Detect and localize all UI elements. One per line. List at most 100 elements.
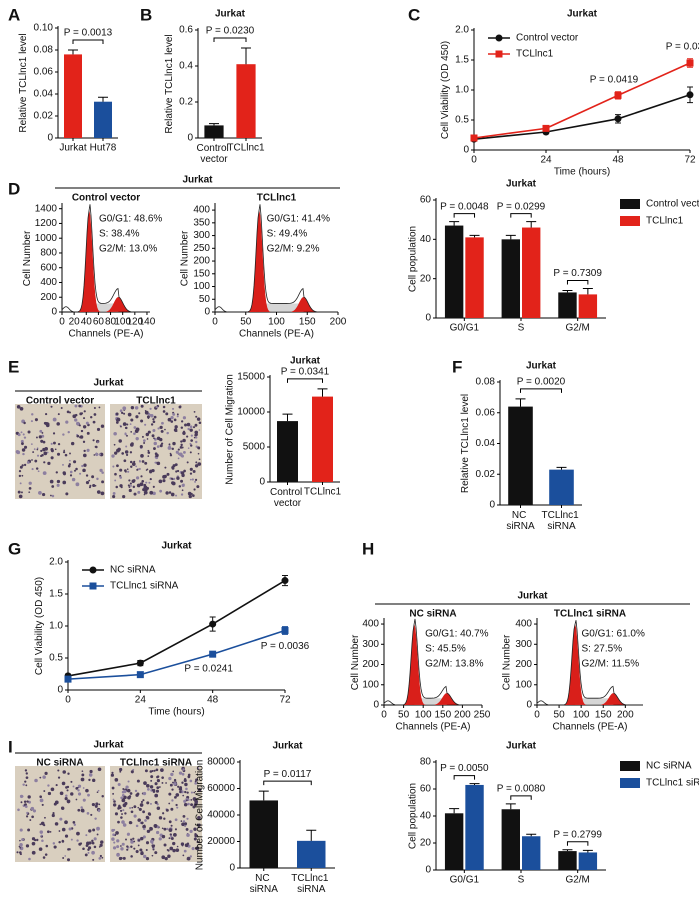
cell — [152, 418, 155, 421]
cell — [147, 430, 151, 434]
cell — [28, 487, 32, 490]
histogram-peak — [77, 210, 102, 312]
cell — [151, 854, 154, 857]
cell — [85, 421, 89, 425]
y-axis-label: Cell Number — [180, 230, 191, 286]
cell — [133, 426, 137, 429]
cell — [61, 806, 64, 810]
significance-bracket — [453, 213, 476, 218]
cell — [126, 434, 128, 437]
cell — [180, 440, 183, 443]
chart-title: Jurkat — [161, 541, 192, 552]
cell — [169, 454, 173, 457]
y-axis-label: Cell Viability (OD 450) — [34, 577, 45, 675]
cell — [61, 840, 65, 843]
cell — [23, 436, 27, 439]
cell — [146, 415, 150, 419]
cell — [152, 491, 156, 496]
sample-label: TCLlnc1 — [257, 193, 297, 204]
bar — [204, 125, 224, 138]
cell — [121, 813, 123, 815]
cell — [194, 480, 197, 483]
cell — [82, 440, 86, 444]
cell — [21, 442, 24, 446]
cell — [28, 800, 31, 804]
cell — [42, 856, 46, 859]
cell — [114, 778, 119, 782]
y-tick-label: 100 — [515, 679, 532, 690]
cell — [168, 776, 172, 781]
cell — [189, 472, 193, 475]
y-axis-label: Cell Number — [22, 230, 33, 286]
cell — [170, 420, 174, 423]
panel-label: F — [452, 357, 462, 376]
cell — [120, 411, 124, 415]
legend-marker — [89, 566, 97, 574]
cell — [172, 412, 176, 416]
cell — [183, 450, 186, 454]
cell — [86, 448, 90, 452]
cell — [81, 773, 85, 777]
cell — [112, 792, 115, 795]
cell — [24, 805, 28, 808]
cell — [72, 414, 77, 419]
cell — [112, 803, 117, 807]
cell — [46, 451, 49, 454]
cell — [174, 425, 178, 429]
error-bar — [241, 47, 251, 65]
cell-cycle-stat: G0/G1: 61.0% — [582, 629, 645, 640]
bar — [277, 421, 298, 482]
cell — [187, 491, 192, 496]
cell — [191, 478, 194, 481]
cell — [69, 470, 73, 474]
cell — [67, 800, 70, 804]
error-bar — [68, 49, 78, 55]
cell — [62, 451, 66, 454]
cell — [117, 820, 120, 824]
cell — [153, 441, 157, 446]
x-axis-label: Time (hours) — [554, 167, 610, 178]
series-line — [473, 94, 691, 140]
cell — [172, 407, 175, 410]
cell — [82, 798, 86, 802]
panel-label: I — [8, 737, 13, 756]
cell — [27, 430, 31, 434]
y-tick-label: 400 — [515, 619, 532, 630]
cell — [16, 450, 21, 455]
cell — [161, 776, 164, 779]
y-axis-label: Relative TCLlnc1 level — [460, 394, 471, 493]
cell — [181, 489, 184, 492]
cell — [185, 827, 189, 831]
cell — [52, 842, 56, 845]
cell — [42, 471, 47, 476]
cell — [167, 849, 170, 852]
cell — [186, 833, 190, 837]
cell — [18, 470, 22, 473]
x-tick-label: NC siRNA — [506, 510, 535, 532]
cell — [158, 837, 162, 841]
error-bar — [469, 783, 480, 785]
cell — [43, 461, 46, 464]
y-axis-label: Cell Number — [350, 634, 361, 690]
cell — [178, 771, 183, 775]
cell — [174, 818, 178, 822]
cell — [149, 470, 152, 474]
x-tick-label: 24 — [540, 155, 552, 166]
cell — [31, 459, 33, 461]
cell — [183, 779, 187, 783]
image-label: Control vector — [26, 396, 94, 407]
cell — [143, 824, 146, 827]
cell — [70, 792, 74, 796]
cell — [114, 472, 117, 476]
cell — [147, 449, 150, 452]
cell — [51, 485, 55, 488]
cell — [140, 475, 143, 478]
significance-bracket — [72, 39, 104, 44]
chart-title: Jurkat — [290, 356, 321, 367]
cell — [145, 841, 150, 845]
cell-cycle-stat: S: 49.4% — [267, 229, 308, 240]
y-tick-label: 100 — [362, 679, 379, 690]
cell — [98, 453, 101, 456]
cell — [129, 443, 134, 447]
cell — [172, 848, 176, 853]
